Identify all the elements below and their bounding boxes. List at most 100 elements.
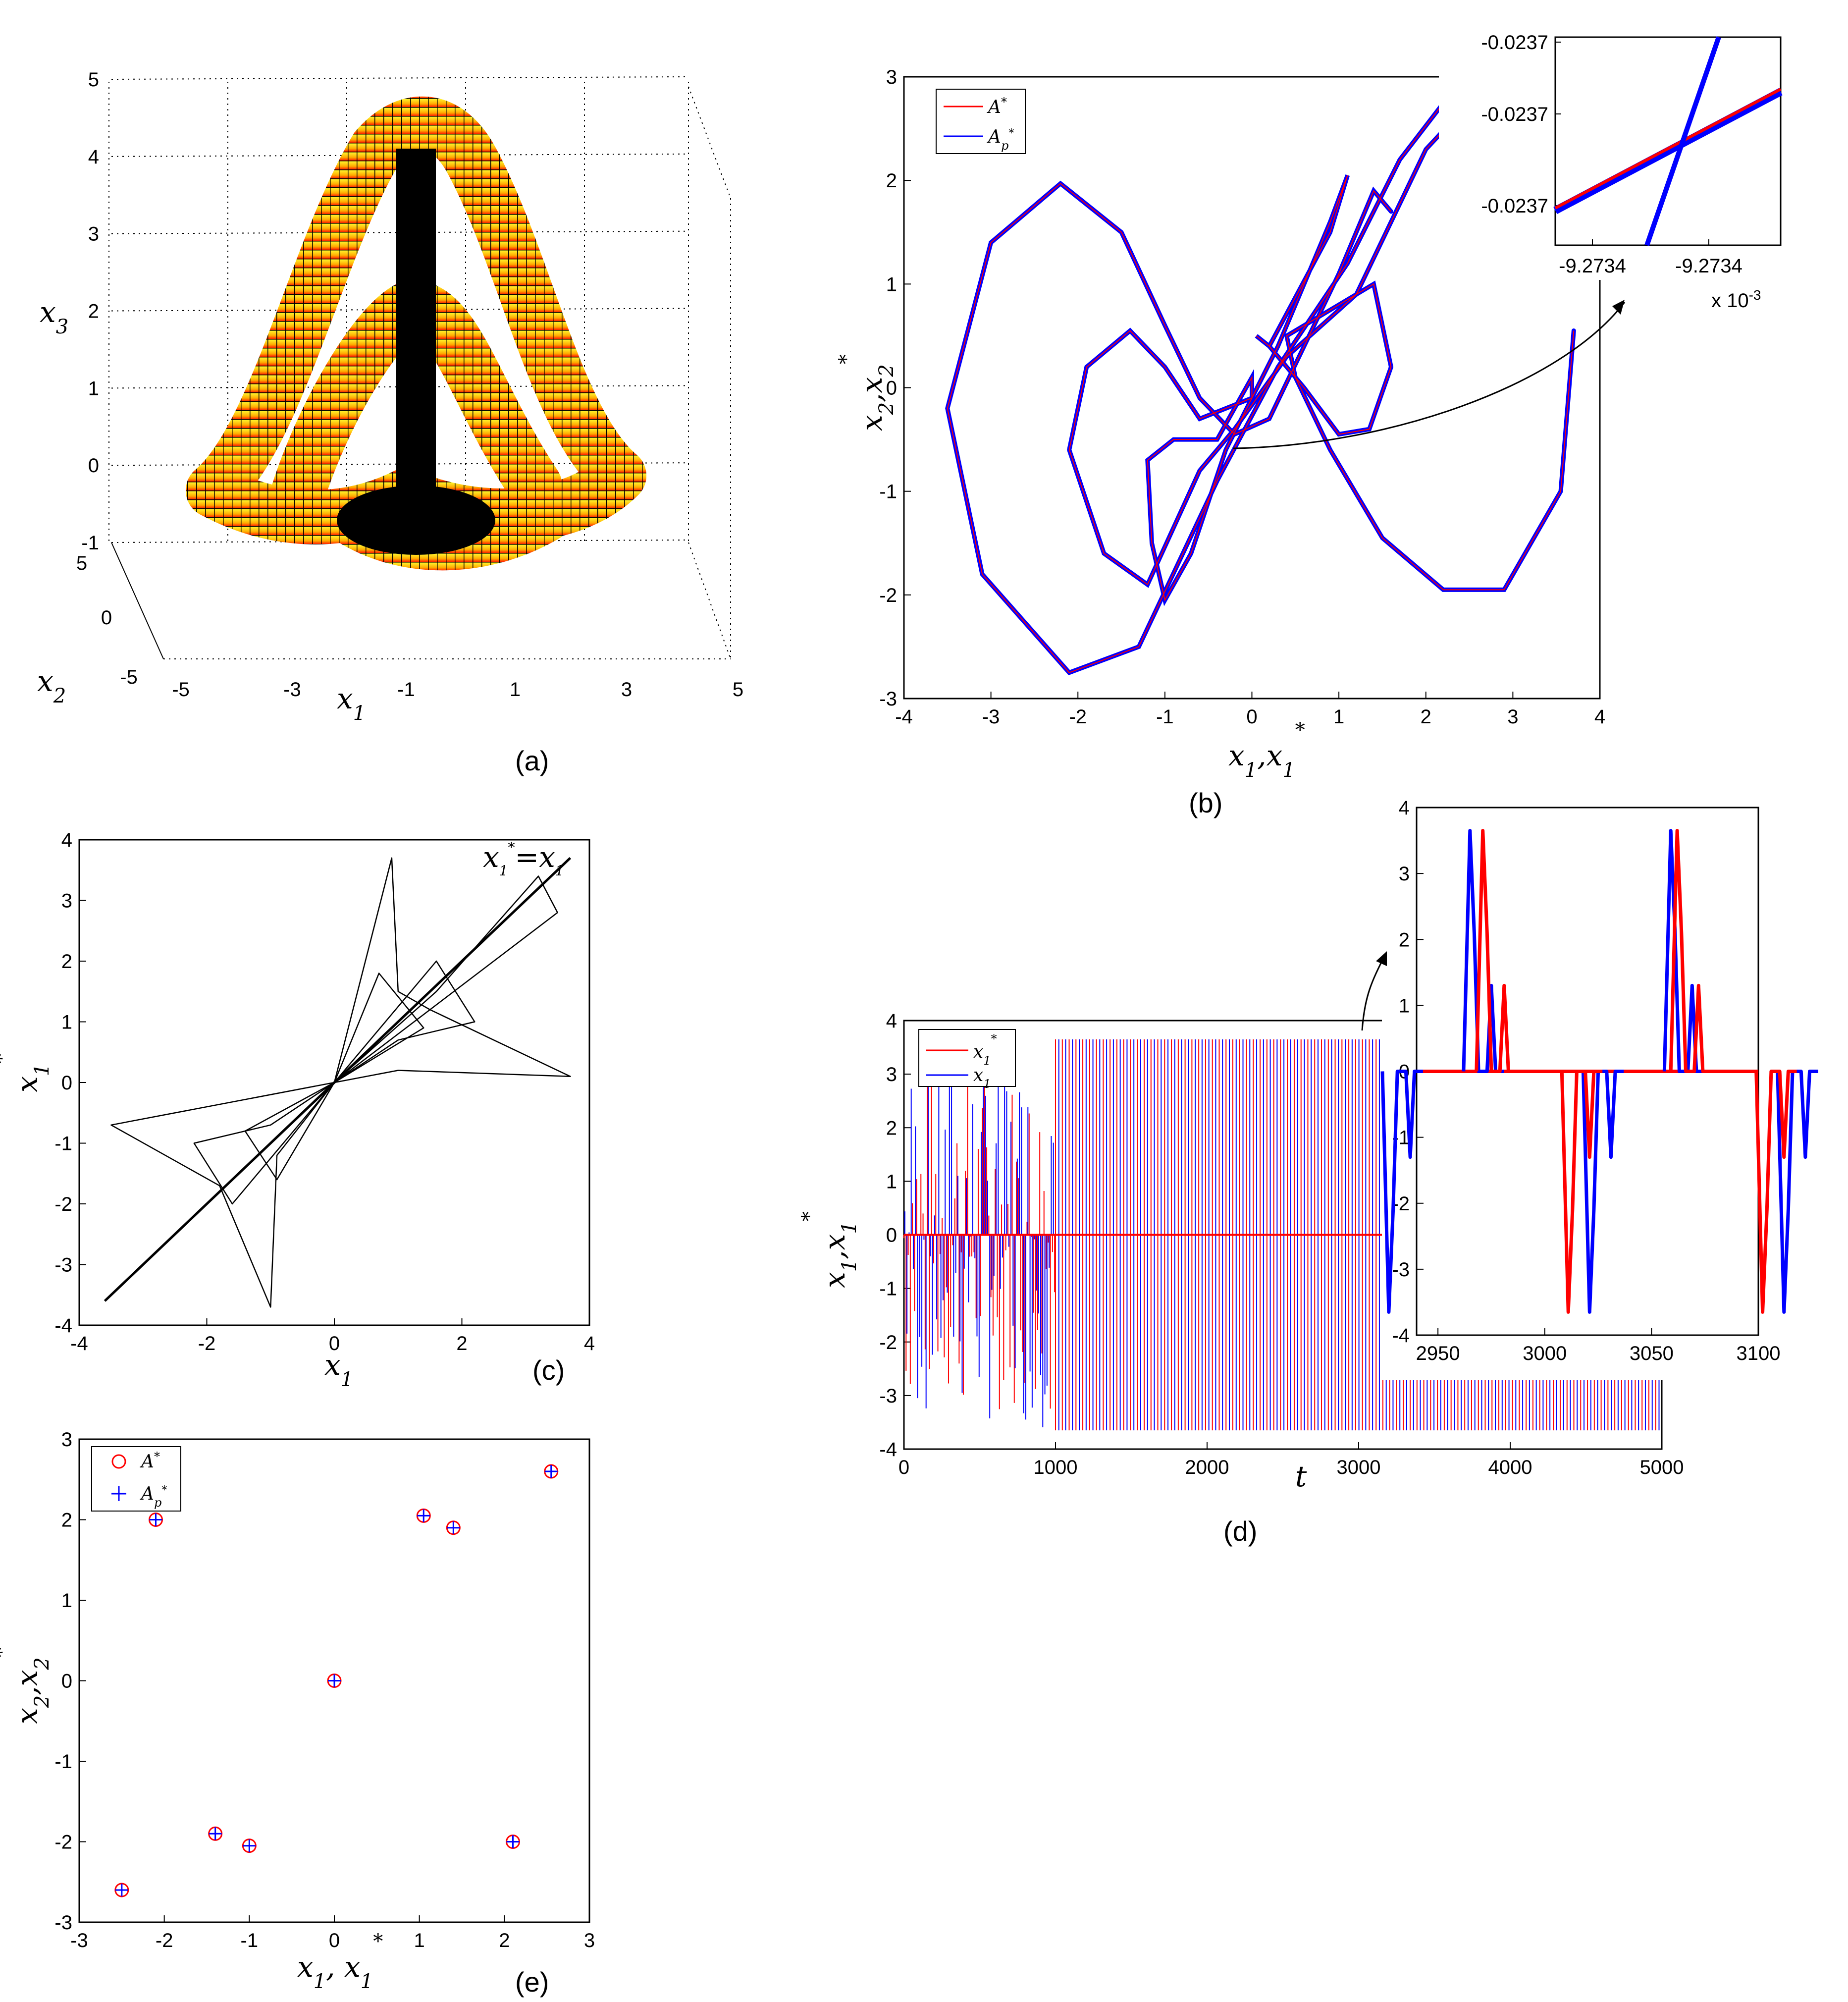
- panel-a-ytick-label: 5: [76, 552, 87, 574]
- panel-a-xtick-label: -5: [172, 679, 190, 701]
- panel-e-point-Ap: [115, 1884, 128, 1896]
- panel-c-xtick-label: 4: [584, 1333, 595, 1354]
- panel-d-inset-ytick-label: -3: [1392, 1259, 1410, 1281]
- panel-e-legend-marker-A: [111, 1454, 126, 1469]
- panel-d-ytick-label: 1: [886, 1171, 897, 1192]
- panel-b-zoom-arrow: [1233, 302, 1626, 449]
- panel-b-xtick-label: 2: [1421, 706, 1431, 728]
- panel-e-point-Ap: [209, 1827, 222, 1840]
- panel-a-ytick-label: -5: [120, 666, 138, 688]
- panel-a-ylabel: x2: [37, 664, 66, 707]
- panel-a-core-base: [337, 486, 495, 555]
- panel-b-xlabel: x1,x1*: [1228, 719, 1305, 782]
- panel-b-xtick-label: -4: [895, 706, 913, 728]
- panel-b-zoom-arrowhead: [1612, 300, 1625, 315]
- panel-b-ytick-label: -3: [879, 688, 897, 710]
- panel-b-inset-ytick-label: -0.0237: [1481, 195, 1548, 217]
- panel-e-point-Ap: [544, 1465, 558, 1478]
- panel-d-legend: [918, 1029, 1016, 1087]
- panel-a-zgrid: [111, 76, 689, 80]
- panel-a-back-edge: [688, 86, 731, 199]
- panel-b-inset-multiplier: x 10-3: [1711, 287, 1761, 312]
- panel-d-inset-xtick-label: 3100: [1737, 1343, 1781, 1364]
- panel-a-ztick-label: 4: [88, 146, 99, 168]
- panel-e-ytick-label: -2: [54, 1832, 72, 1853]
- panel-e-xtick-label: -1: [241, 1930, 259, 1951]
- panel-b-xtick-label: 1: [1333, 706, 1344, 728]
- panel-d-ylabel: x1,x1*: [798, 1211, 861, 1288]
- panel-d-inset-ytick-label: 4: [1399, 797, 1410, 819]
- panel-c-annotation: x1*=x1: [483, 839, 564, 879]
- panel-b-xtick-label: 0: [1246, 706, 1257, 728]
- panel-c-ytick-label: 0: [61, 1072, 72, 1094]
- panel-e-point-Ap: [243, 1839, 256, 1852]
- panel-c-xtick-label: 2: [456, 1333, 467, 1354]
- panel-a-tag: (a): [515, 745, 549, 776]
- panel-d-inset-ytick-label: -4: [1392, 1325, 1410, 1347]
- panel-d-ytick-label: 3: [886, 1064, 897, 1085]
- panel-d-inset-ytick-label: 1: [1399, 995, 1410, 1017]
- panel-b-ytick-label: 0: [886, 378, 897, 399]
- panel-a-ztick-label: -1: [81, 532, 99, 554]
- panel-b-inset-ytick-label: -0.0237: [1481, 32, 1548, 54]
- panel-b-inset-ticks: -0.0237 -0.0237 -0.0237 -9.2734 -9.2734: [1481, 32, 1742, 277]
- panel-c-xlabel: x1: [324, 1348, 353, 1391]
- panel-b-ytick-label: -2: [879, 585, 897, 606]
- panel-c-ticks: -4 -2 0 2 4 -4 -3 -2 -1 0 1 2 3 4: [54, 829, 595, 1354]
- panel-a-ztick-label: 5: [88, 69, 99, 91]
- panel-b-inset-bg: [1439, 30, 1781, 280]
- panel-a-xtick-label: -3: [283, 679, 301, 701]
- panel-c-xtick-label: 0: [329, 1333, 340, 1354]
- panel-b-xtick-label: -1: [1156, 706, 1174, 728]
- panel-e-xtick-label: 0: [329, 1930, 340, 1951]
- panel-c: -4 -2 0 2 4 -4 -3 -2 -1 0 1 2 3 4 x1*=x1 x1* x1 (c): [0, 829, 595, 1391]
- panel-a-zgrid: [111, 308, 689, 312]
- panel-e-tag: (e): [515, 1966, 549, 1998]
- panel-c-ytick-label: -4: [54, 1315, 72, 1337]
- panel-e-xtick-label: -2: [156, 1930, 173, 1951]
- panel-a-xtick-label: 3: [621, 679, 632, 701]
- panel-d-xtick-label: 2000: [1185, 1457, 1229, 1478]
- panel-b-series-A: [947, 97, 1575, 673]
- panel-b-ytick-label: 1: [886, 273, 897, 295]
- panel-d-inset-pulse: [1669, 829, 1712, 1073]
- panel-c-trajectory: [244, 1082, 335, 1181]
- panel-a-zlabel: x3: [40, 295, 68, 338]
- panel-e-point-Ap: [417, 1509, 430, 1522]
- panel-a-tube: [186, 96, 646, 518]
- panel-e-ticks: -3 -2 -1 0 1 2 3 -3 -2 -1 0 1 2 3: [54, 1429, 595, 1951]
- panel-e-legend: [91, 1446, 181, 1512]
- panel-d-tag: (d): [1223, 1515, 1257, 1547]
- panel-d-inset-pulse: [1462, 829, 1504, 1073]
- panel-b-inset-xtick-label: -9.2734: [1559, 255, 1626, 277]
- panel-b-inset-xtick-label: -9.2734: [1675, 255, 1742, 277]
- panel-d-ytick-label: -4: [879, 1439, 897, 1461]
- panel-d-inset-bg: [1382, 803, 1766, 1380]
- panel-c-ytick-label: 4: [61, 829, 72, 851]
- panel-d-xlabel: t: [1295, 1460, 1307, 1493]
- panel-e-xlabel: x1, x1*: [297, 1930, 383, 1993]
- panel-d-inset-xtick-label: 2950: [1416, 1343, 1460, 1364]
- panel-d-ytick-label: 0: [886, 1225, 897, 1246]
- panel-b-inset-red-1: [1554, 88, 1782, 210]
- panel-a-ztick-label: 0: [88, 455, 99, 477]
- panel-e-point-Ap: [447, 1521, 460, 1534]
- panel-a-ticks: -5 -3 -1 1 3 5 5 0 -5: [76, 552, 743, 701]
- panel-d-inset-pulse: [1380, 1070, 1423, 1314]
- panel-d-ytick-label: -2: [879, 1332, 897, 1353]
- panel-e-xtick-label: 1: [414, 1930, 425, 1951]
- panel-a-surface: [186, 96, 646, 571]
- panel-b-ytick-label: -1: [879, 481, 897, 503]
- panel-c-ytick-label: -1: [54, 1133, 72, 1155]
- panel-a-xtick-label: 5: [733, 679, 743, 701]
- panel-d-zoom-arrow: [1361, 956, 1385, 1031]
- panel-d-ytick-label: -1: [879, 1278, 897, 1300]
- panel-e-points: [114, 1464, 559, 1897]
- panel-e-ytick-label: -1: [54, 1751, 72, 1773]
- panel-c-ylabel: x1*: [0, 1054, 53, 1092]
